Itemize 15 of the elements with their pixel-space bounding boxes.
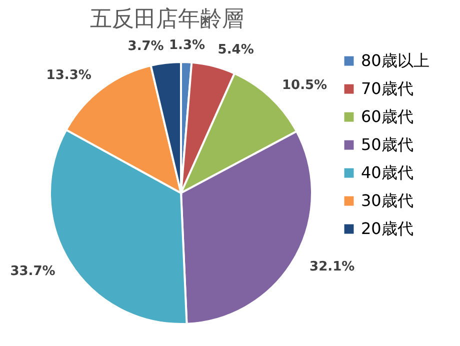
legend-label: 60歳代 — [361, 107, 414, 126]
legend-label: 50歳代 — [361, 135, 414, 154]
data-label: 5.4% — [218, 42, 254, 58]
data-label: 33.7% — [10, 264, 56, 280]
legend-label: 30歳代 — [361, 191, 414, 210]
data-label: 1.3% — [169, 38, 206, 54]
legend-label: 20歳代 — [361, 219, 414, 238]
data-label: 10.5% — [282, 78, 328, 93]
chart-title: 五反田店年齢層 — [90, 7, 244, 32]
data-label: 32.1% — [310, 259, 355, 274]
legend-label: 80歳以上 — [361, 51, 430, 70]
data-label: 13.3% — [46, 68, 92, 84]
data-label: 3.7% — [128, 39, 164, 54]
legend-label: 40歳代 — [361, 163, 414, 182]
legend-label: 70歳代 — [361, 79, 414, 98]
